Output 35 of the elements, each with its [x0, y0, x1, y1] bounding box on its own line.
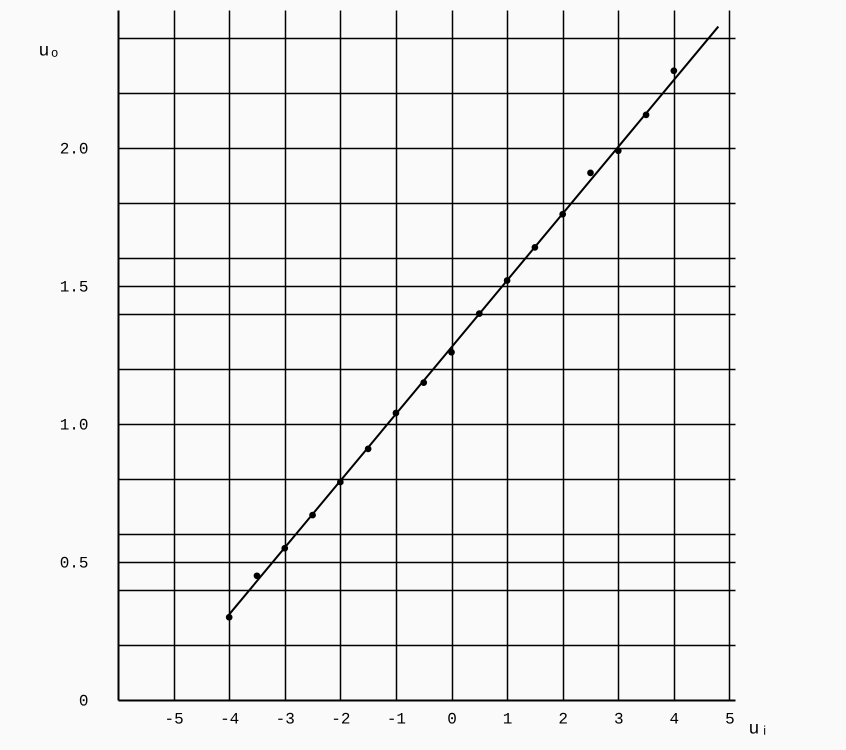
point [448, 348, 455, 356]
y-tick-label: 0 [78, 692, 88, 710]
point [642, 112, 650, 118]
point [281, 544, 288, 552]
point [532, 244, 538, 251]
x-tick-label: 5 [725, 710, 735, 728]
x-axis-title: uᵢ [748, 720, 770, 740]
point [559, 210, 566, 218]
point [336, 478, 344, 486]
y-tick-label: 0.5 [60, 554, 88, 572]
point [364, 445, 372, 452]
y-axis-title: uₒ [38, 42, 60, 62]
x-tick-label: 0 [447, 710, 457, 728]
point [614, 147, 622, 154]
x-tick-label: 2 [558, 710, 568, 728]
point [476, 310, 483, 317]
y-tick-label: 1.0 [60, 416, 88, 434]
point [392, 410, 400, 416]
point [587, 169, 594, 176]
point [226, 614, 233, 621]
point [420, 379, 428, 386]
point [309, 512, 316, 518]
point [504, 277, 510, 284]
x-tick-label: -4 [220, 710, 240, 728]
point [670, 67, 678, 74]
x-tick-label: 1 [502, 710, 512, 728]
x-tick-label: -2 [331, 710, 350, 728]
x-tick-label: -5 [164, 710, 184, 728]
point [254, 572, 260, 580]
x-tick-label: 3 [614, 710, 624, 728]
x-tick-label: 4 [670, 710, 680, 728]
y-tick-label: 2.0 [60, 140, 88, 158]
x-tick-label: -3 [276, 710, 295, 728]
x-tick-label: -1 [386, 710, 406, 728]
y-tick-label: 1.5 [60, 278, 88, 296]
